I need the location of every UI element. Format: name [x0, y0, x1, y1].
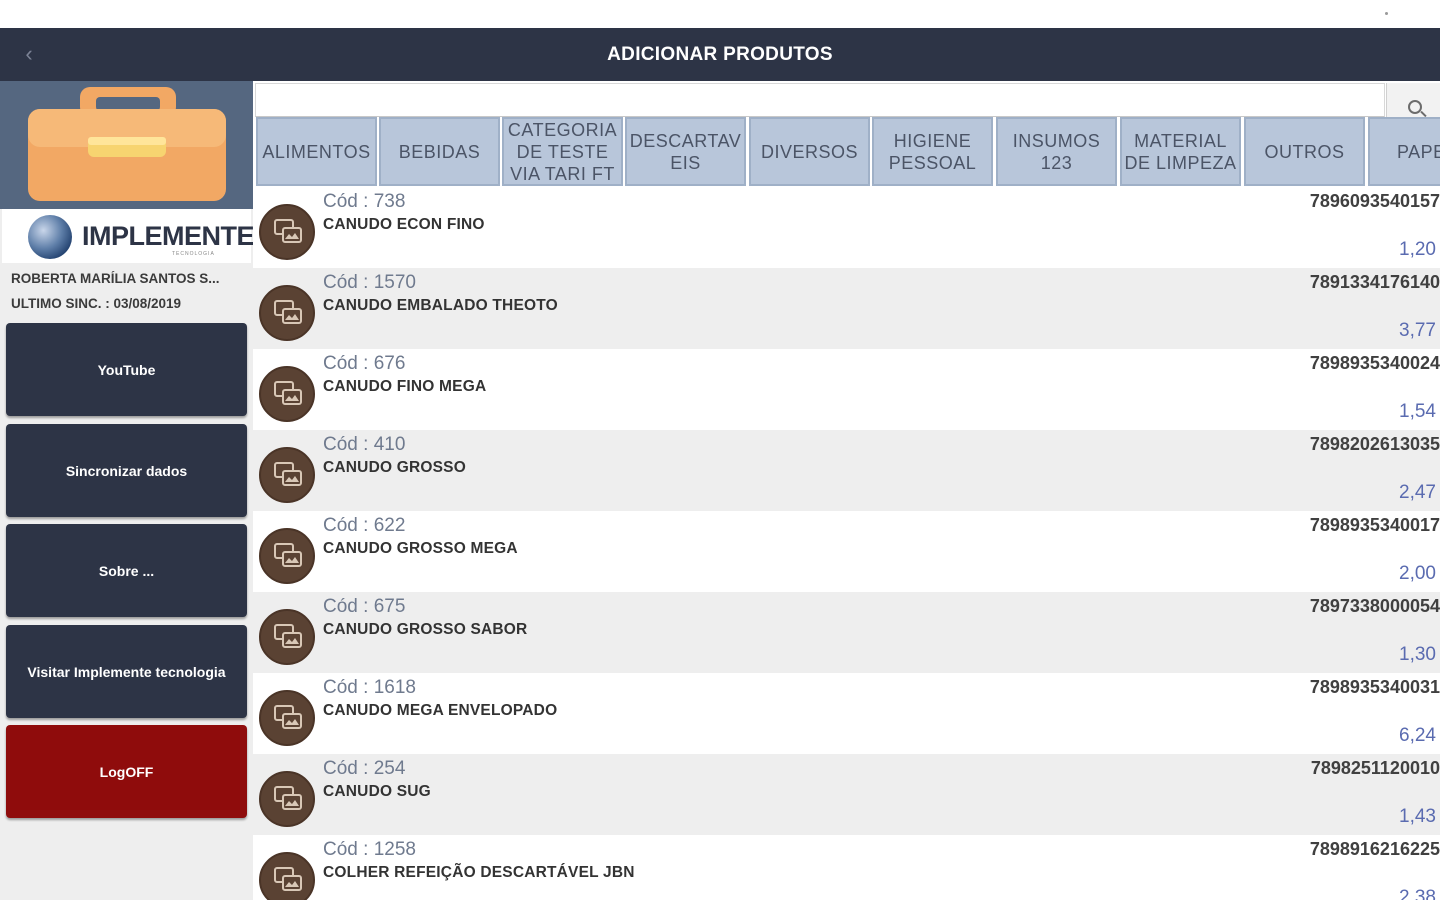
- about-button[interactable]: Sobre ...: [6, 524, 247, 617]
- brand-name: IMPLEMENTE: [82, 221, 255, 251]
- briefcase-icon: [28, 87, 226, 201]
- product-row[interactable]: Cód : 622 CANUDO GROSSO MEGA 78989353400…: [253, 511, 1440, 592]
- product-code: Cód : 675: [323, 596, 406, 617]
- product-image-icon: [259, 771, 315, 827]
- product-price: 1,43: [1399, 806, 1436, 827]
- top-app-bar: ‹ ADICIONAR PRODUTOS: [0, 28, 1440, 81]
- last-sync-label: ULTIMO SINC. : 03/08/2019: [11, 296, 182, 311]
- product-barcode: 7898251120010: [1310, 758, 1440, 778]
- product-row[interactable]: Cód : 410 CANUDO GROSSO 7898202613035 2,…: [253, 430, 1440, 511]
- product-price: 6,24: [1399, 725, 1436, 746]
- product-barcode: 7898935340017: [1309, 515, 1440, 535]
- logoff-button[interactable]: LogOFF: [6, 725, 247, 818]
- product-price: 1,54: [1399, 401, 1436, 422]
- product-code: Cód : 676: [323, 353, 406, 374]
- product-barcode: 7898202613035: [1309, 434, 1440, 454]
- product-barcode: 7898916216225: [1309, 839, 1440, 859]
- product-name: CANUDO GROSSO SABOR: [323, 621, 528, 638]
- main-content: ALIMENTOS BEBIDAS CATEGORIA DE TESTE VIA…: [253, 81, 1440, 900]
- product-image-icon: [259, 204, 315, 260]
- tab-insumos[interactable]: INSUMOS 123: [996, 117, 1117, 186]
- product-name: CANUDO FINO MEGA: [323, 378, 487, 395]
- page-title: ADICIONAR PRODUTOS: [607, 44, 833, 65]
- product-price: 2,00: [1399, 563, 1436, 584]
- sync-data-button[interactable]: Sincronizar dados: [6, 424, 247, 517]
- product-code: Cód : 1258: [323, 839, 416, 860]
- tab-diversos[interactable]: DIVERSOS: [749, 117, 870, 186]
- tab-material-de-limpeza[interactable]: MATERIAL DE LIMPEZA: [1120, 117, 1241, 186]
- tab-outros[interactable]: OUTROS: [1244, 117, 1365, 186]
- tab-descartaveis[interactable]: DESCARTAV EIS: [625, 117, 746, 186]
- user-name: ROBERTA MARÍLIA SANTOS S...: [11, 271, 220, 286]
- product-barcode: 7897338000054: [1309, 596, 1440, 616]
- product-list: Cód : 738 CANUDO ECON FINO 7896093540157…: [253, 187, 1440, 900]
- search-button[interactable]: [1386, 83, 1440, 121]
- product-row[interactable]: Cód : 675 CANUDO GROSSO SABOR 7897338000…: [253, 592, 1440, 673]
- status-dot: [1385, 12, 1388, 15]
- product-name: CANUDO GROSSO MEGA: [323, 540, 518, 557]
- category-tabs: ALIMENTOS BEBIDAS CATEGORIA DE TESTE VIA…: [253, 117, 1440, 187]
- tab-pape[interactable]: PAPE: [1368, 117, 1440, 186]
- status-bar: [0, 0, 1440, 28]
- sidebar-hero: [0, 81, 253, 209]
- product-code: Cód : 1570: [323, 272, 416, 293]
- product-image-icon: [259, 609, 315, 665]
- product-name: CANUDO ECON FINO: [323, 216, 485, 233]
- product-image-icon: [259, 852, 315, 900]
- product-row[interactable]: Cód : 1618 CANUDO MEGA ENVELOPADO 789893…: [253, 673, 1440, 754]
- product-image-icon: [259, 366, 315, 422]
- product-code: Cód : 738: [323, 191, 406, 212]
- product-code: Cód : 254: [323, 758, 406, 779]
- visit-website-button[interactable]: Visitar Implemente tecnologia: [6, 625, 247, 718]
- tab-bebidas[interactable]: BEBIDAS: [379, 117, 500, 186]
- tab-categoria-de-teste[interactable]: CATEGORIA DE TESTE VIA TARI FT: [502, 117, 623, 186]
- product-image-icon: [259, 528, 315, 584]
- search-bar: [253, 81, 1440, 121]
- product-price: 1,20: [1399, 239, 1436, 260]
- product-name: CANUDO MEGA ENVELOPADO: [323, 702, 558, 719]
- product-row[interactable]: Cód : 1258 COLHER REFEIÇÃO DESCARTÁVEL J…: [253, 835, 1440, 900]
- youtube-button[interactable]: YouTube: [6, 323, 247, 416]
- product-image-icon: [259, 690, 315, 746]
- chevron-left-icon[interactable]: ‹: [25, 41, 33, 66]
- product-name: CANUDO EMBALADO THEOTO: [323, 297, 558, 314]
- product-price: 2,38: [1399, 887, 1436, 900]
- search-icon: [1408, 100, 1422, 114]
- sidebar: IMPLEMENTE TECNOLOGIA ROBERTA MARÍLIA SA…: [0, 81, 255, 900]
- product-row[interactable]: Cód : 738 CANUDO ECON FINO 7896093540157…: [253, 187, 1440, 268]
- brand-logo: IMPLEMENTE TECNOLOGIA: [2, 209, 255, 263]
- product-barcode: 7898935340031: [1309, 677, 1440, 697]
- product-barcode: 7891334176140: [1309, 272, 1440, 292]
- product-code: Cód : 410: [323, 434, 406, 455]
- product-name: COLHER REFEIÇÃO DESCARTÁVEL JBN: [323, 864, 635, 881]
- product-price: 2,47: [1399, 482, 1436, 503]
- product-row[interactable]: Cód : 676 CANUDO FINO MEGA 7898935340024…: [253, 349, 1440, 430]
- product-code: Cód : 1618: [323, 677, 416, 698]
- product-barcode: 7898935340024: [1309, 353, 1440, 373]
- product-row[interactable]: Cód : 254 CANUDO SUG 7898251120010 1,43: [253, 754, 1440, 835]
- search-input[interactable]: [255, 83, 1385, 117]
- product-name: CANUDO SUG: [323, 783, 431, 800]
- product-image-icon: [259, 447, 315, 503]
- product-price: 3,77: [1399, 320, 1436, 341]
- brand-subtitle: TECNOLOGIA: [172, 251, 215, 257]
- globe-logo-icon: [28, 215, 72, 259]
- product-name: CANUDO GROSSO: [323, 459, 466, 476]
- product-price: 1,30: [1399, 644, 1436, 665]
- product-barcode: 7896093540157: [1309, 191, 1440, 211]
- product-image-icon: [259, 285, 315, 341]
- tab-higiene-pessoal[interactable]: HIGIENE PESSOAL: [872, 117, 993, 186]
- product-code: Cód : 622: [323, 515, 406, 536]
- tab-alimentos[interactable]: ALIMENTOS: [256, 117, 377, 186]
- product-row[interactable]: Cód : 1570 CANUDO EMBALADO THEOTO 789133…: [253, 268, 1440, 349]
